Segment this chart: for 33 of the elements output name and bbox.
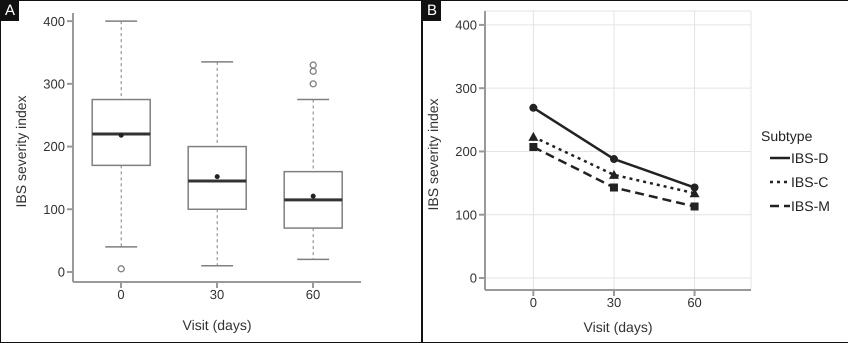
y-tick-label: 400 <box>455 18 477 33</box>
point <box>610 155 618 164</box>
y-tick-label: 300 <box>43 76 65 92</box>
legend-label: IBS-M <box>791 198 830 214</box>
x-axis-title: Visit (days) <box>584 319 652 335</box>
y-tick-label: 300 <box>455 80 477 96</box>
y-tick-label: 0 <box>58 264 65 280</box>
y-tick-label: 200 <box>455 144 477 160</box>
legend-label: IBS-C <box>791 174 828 190</box>
y-tick-label: 400 <box>43 14 65 29</box>
legend-label: IBS-D <box>791 150 828 166</box>
x-tick-label: 60 <box>687 295 702 310</box>
y-tick-label: 200 <box>43 139 65 154</box>
x-tick-label: 0 <box>117 287 125 302</box>
x-tick-label: 30 <box>210 287 224 302</box>
y-tick-label: 100 <box>455 207 477 222</box>
text: B <box>423 1 442 21</box>
x-tick-label: 60 <box>306 287 320 302</box>
legend-title: Subtype <box>761 128 814 144</box>
text: A <box>1 1 20 21</box>
point <box>608 170 619 179</box>
x-tick-label: 30 <box>606 295 622 310</box>
y-tick-label: 100 <box>43 202 65 217</box>
point <box>528 132 538 141</box>
y-axis-title: IBS severity index <box>424 98 441 210</box>
point <box>529 104 538 112</box>
x-tick-label: 0 <box>530 295 537 310</box>
x-axis-title: Visit (days) <box>182 317 252 333</box>
point <box>610 184 618 192</box>
y-tick-label: 0 <box>470 270 477 286</box>
point <box>529 143 538 152</box>
y-axis-title: IBS severity index <box>12 95 29 208</box>
point <box>690 202 699 210</box>
